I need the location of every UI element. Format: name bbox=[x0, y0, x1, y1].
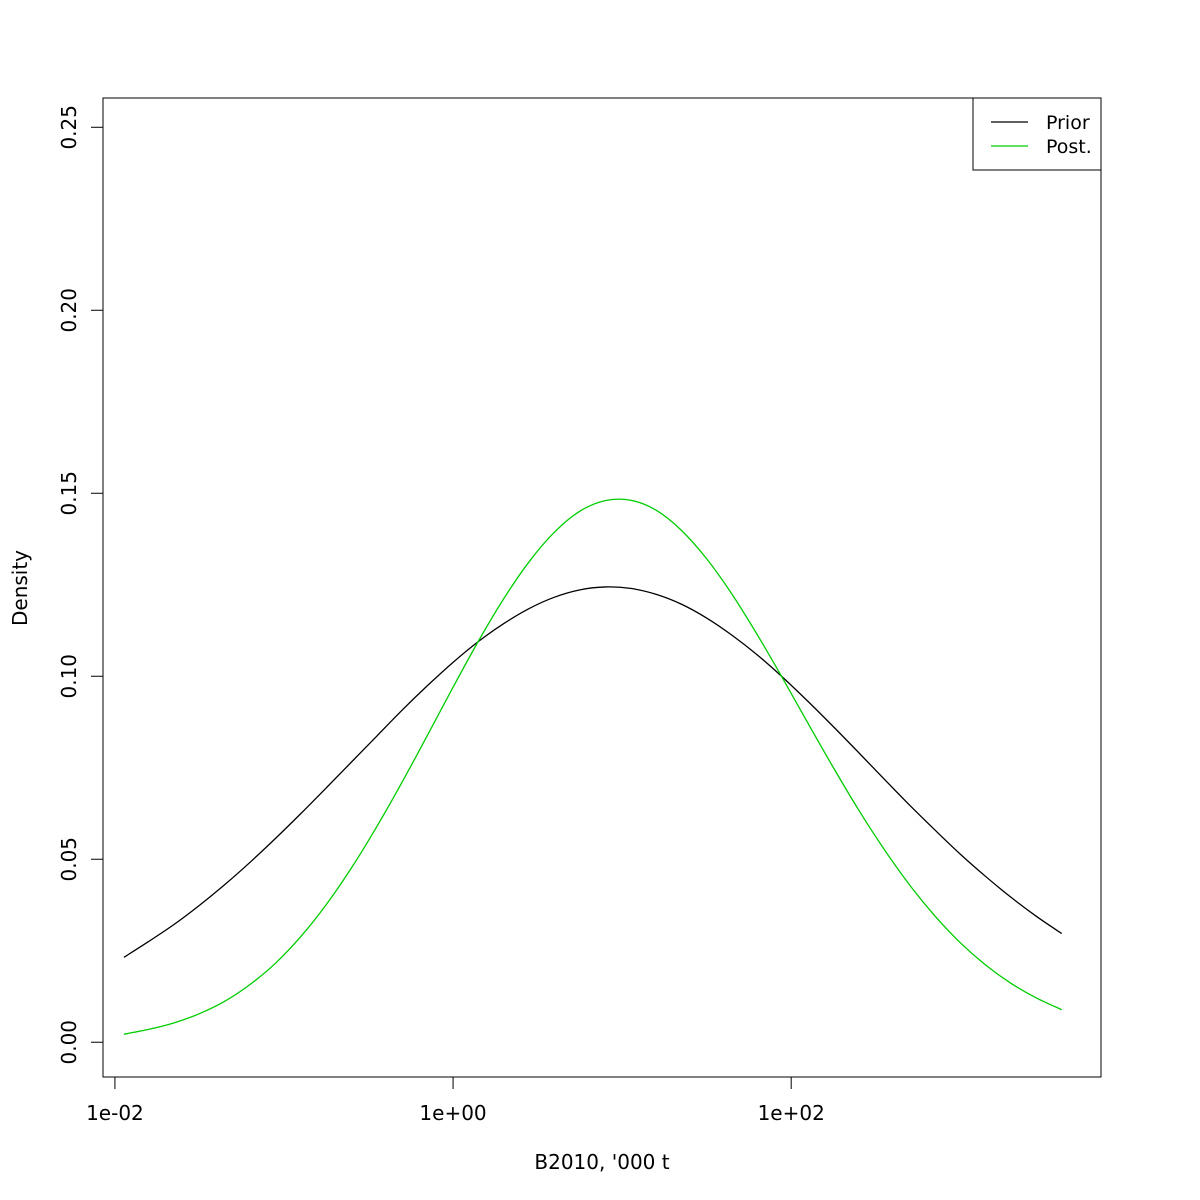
y-tick-label: 0.25 bbox=[57, 105, 81, 150]
legend: Prior Post. bbox=[972, 97, 1102, 171]
y-tick-label: 0.15 bbox=[57, 471, 81, 516]
y-axis: 0.00 0.05 0.10 0.15 0.20 0.25 bbox=[57, 105, 104, 1065]
x-axis: 1e-02 1e+00 1e+02 bbox=[86, 1076, 825, 1125]
legend-label-post: Post. bbox=[1046, 136, 1092, 158]
y-axis-label: Density bbox=[8, 550, 32, 626]
y-tick-label: 0.00 bbox=[57, 1020, 81, 1065]
legend-box bbox=[972, 97, 1102, 171]
y-tick-label: 0.05 bbox=[57, 837, 81, 882]
x-tick-label: 1e-02 bbox=[86, 1101, 144, 1125]
y-tick-label: 0.10 bbox=[57, 654, 81, 699]
y-tick-label: 0.20 bbox=[57, 288, 81, 333]
x-tick-label: 1e+00 bbox=[419, 1101, 486, 1125]
legend-label-prior: Prior bbox=[1046, 112, 1090, 134]
x-tick-label: 1e+02 bbox=[758, 1101, 825, 1125]
x-axis-label: B2010, '000 t bbox=[534, 1150, 669, 1174]
series-layer bbox=[123, 498, 1063, 1035]
series-line-prior bbox=[123, 586, 1063, 958]
series-line-post bbox=[123, 498, 1062, 1035]
